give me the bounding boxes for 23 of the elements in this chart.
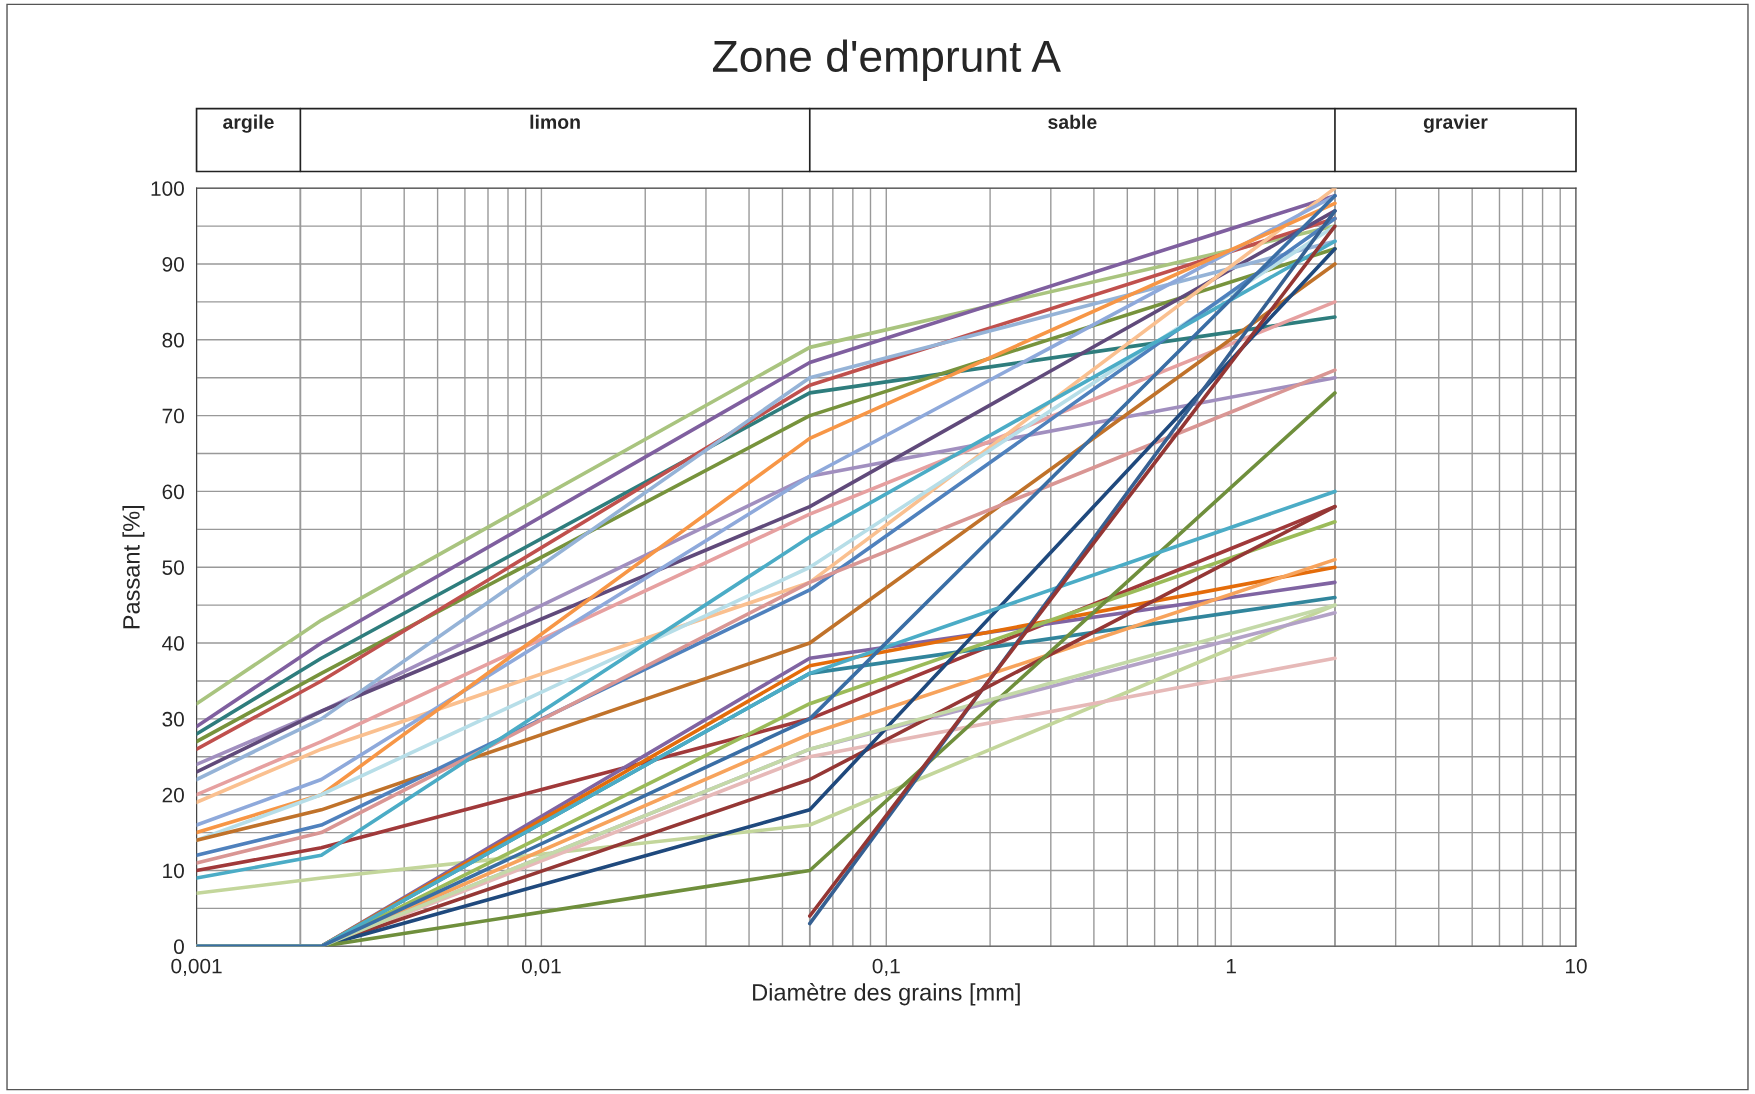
y-tick-label: 70 bbox=[162, 408, 184, 424]
x-tick-label: 0,01 bbox=[521, 958, 561, 976]
y-tick-label: 80 bbox=[162, 332, 184, 348]
text: gravier bbox=[1423, 114, 1488, 133]
chart-title: Zone d'emprunt A bbox=[712, 39, 1061, 81]
y-tick-label: 20 bbox=[162, 787, 184, 803]
x-tick-label: 10 bbox=[1565, 958, 1587, 974]
x-tick-label: 1 bbox=[1226, 958, 1236, 974]
x-tick-label: 0,1 bbox=[872, 958, 900, 976]
x-axis-title: Diamètre des grains [mm] bbox=[753, 983, 1020, 1006]
y-tick-label: 90 bbox=[162, 256, 184, 272]
y-tick-label: 40 bbox=[162, 636, 184, 651]
text: sable bbox=[1048, 114, 1097, 129]
x-tick-label: 0,001 bbox=[171, 958, 222, 976]
y-axis-title: Passant [%] bbox=[122, 505, 145, 629]
y-tick-label: 30 bbox=[162, 711, 184, 727]
y-tick-label: 100 bbox=[151, 181, 184, 196]
y-tick-label: 10 bbox=[163, 863, 184, 879]
y-tick-label: 0 bbox=[173, 939, 184, 955]
text: limon bbox=[530, 114, 580, 129]
y-tick-label: 50 bbox=[162, 560, 184, 575]
y-tick-label: 60 bbox=[162, 484, 184, 500]
text: argile bbox=[223, 114, 274, 133]
